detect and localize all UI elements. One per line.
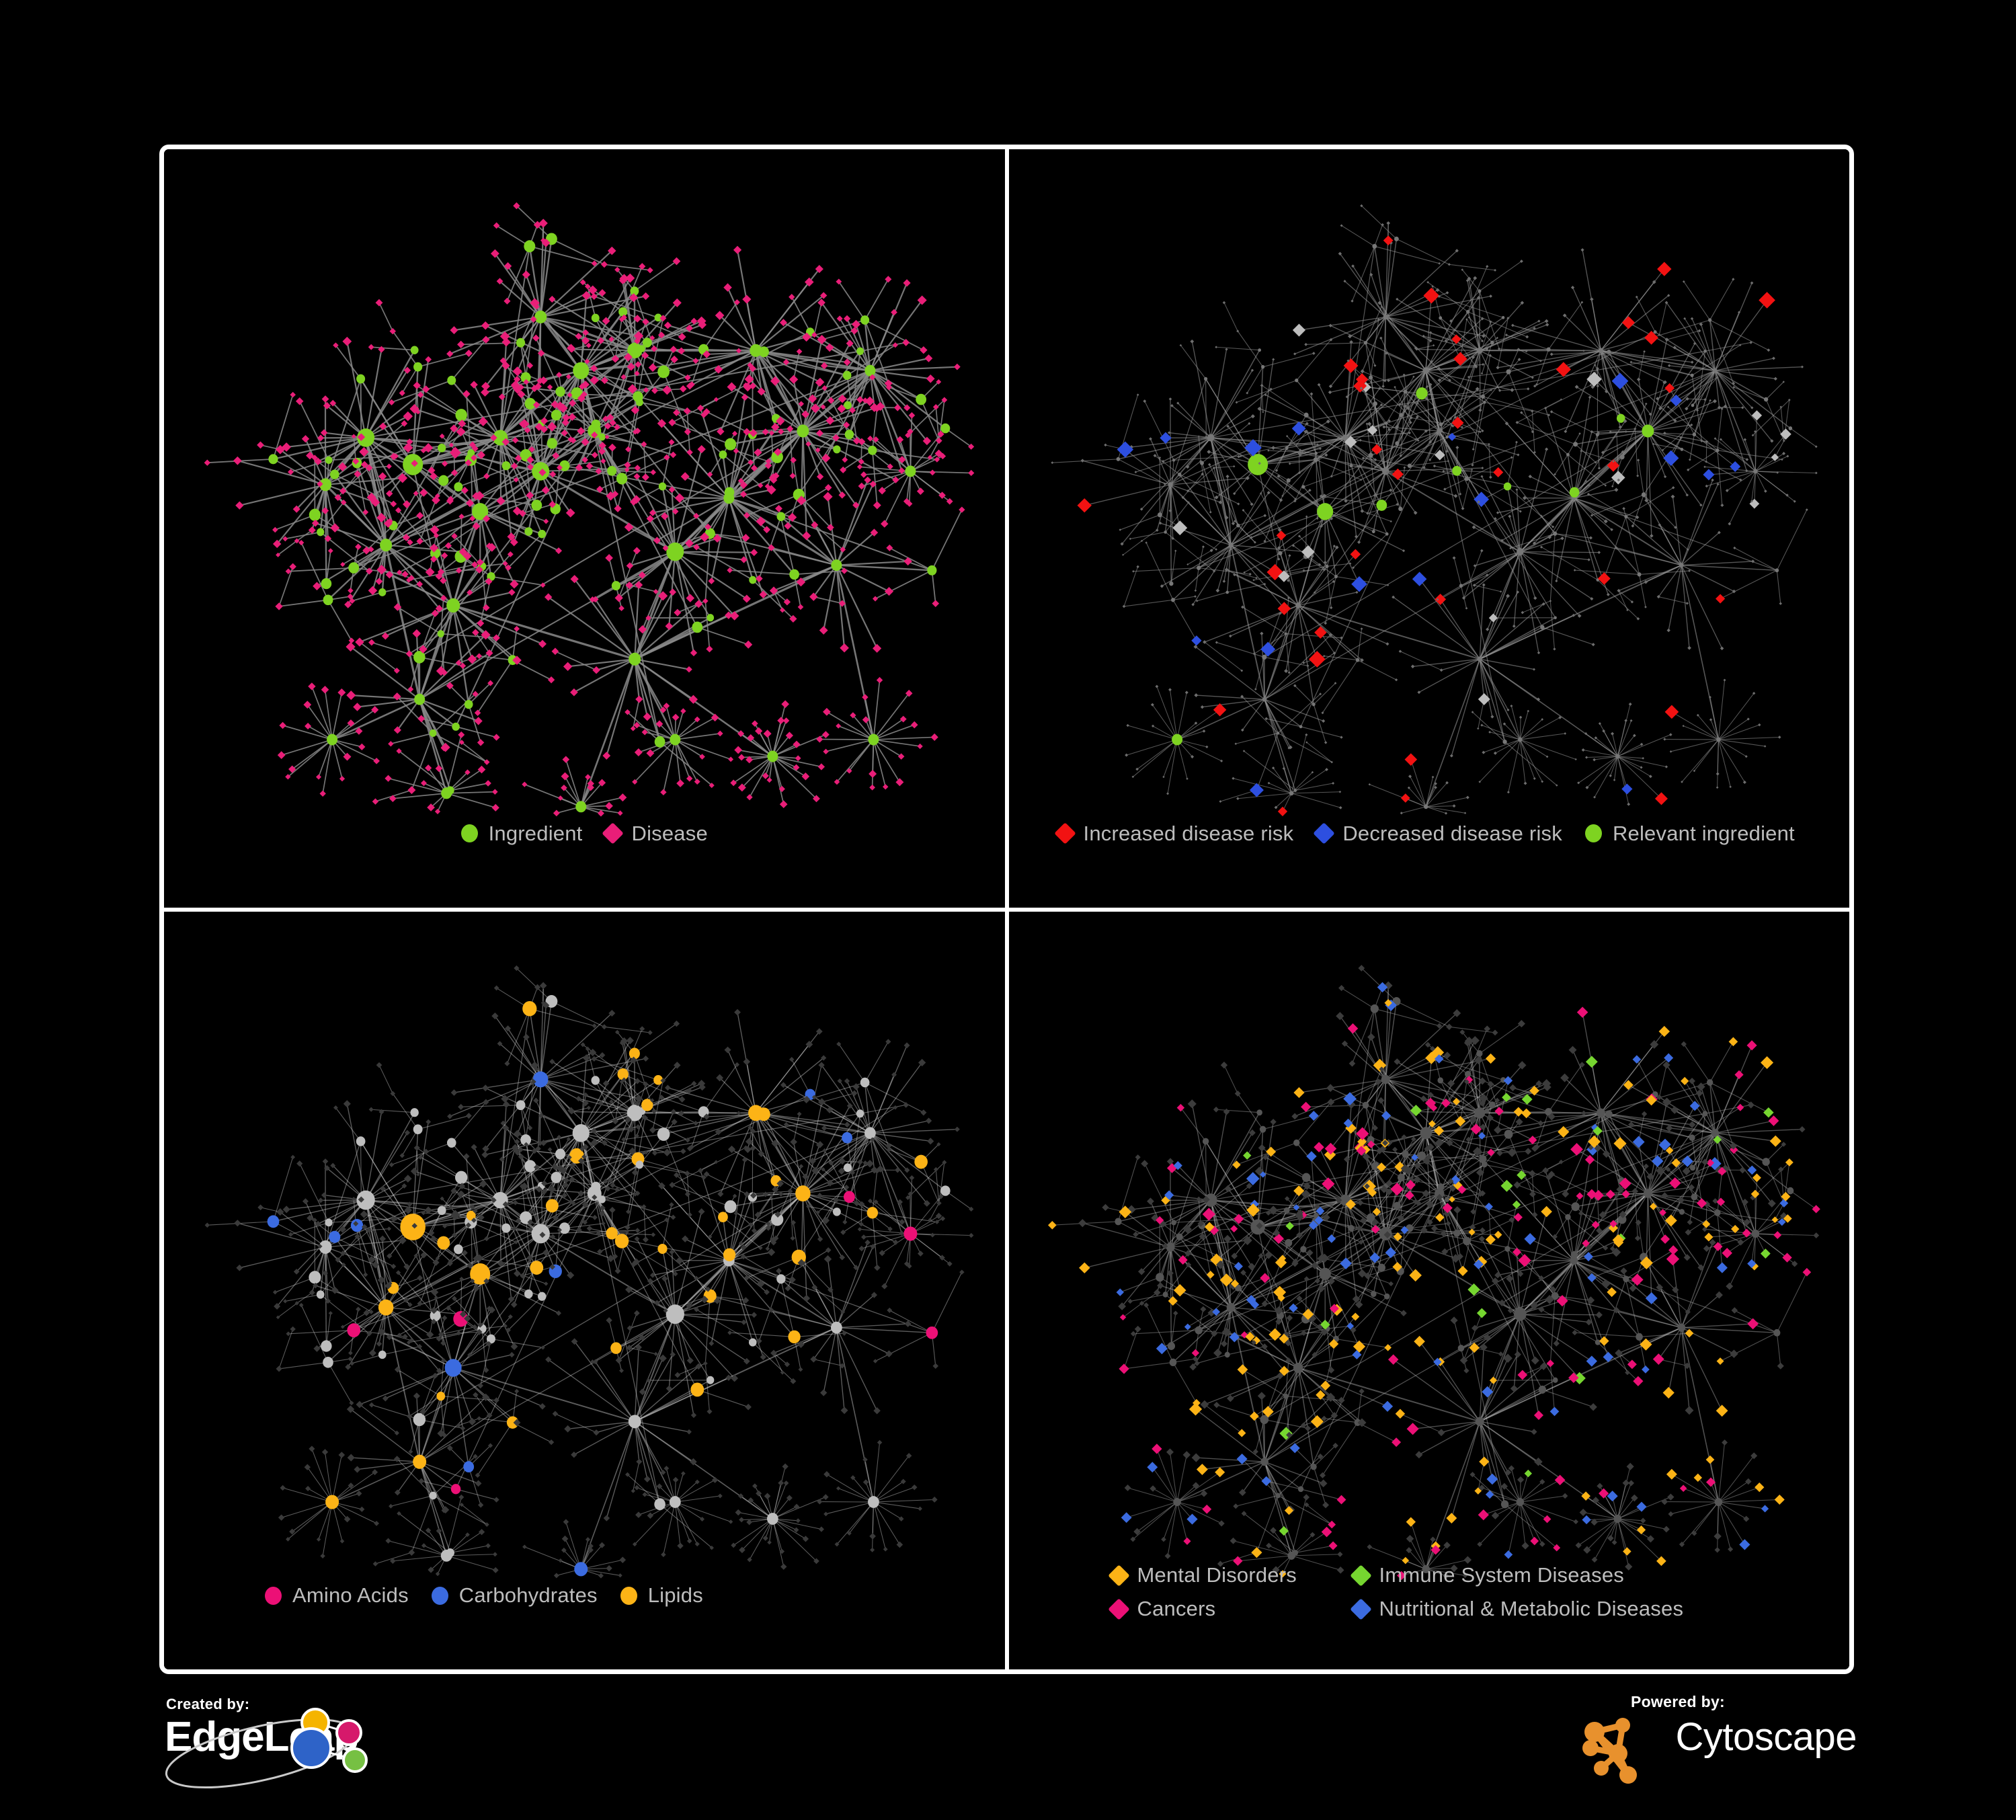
- amino-acids-marker-icon: [265, 1586, 282, 1605]
- legend-ingredient-disease: Ingredient Disease: [164, 822, 1005, 855]
- cytoscape-wordmark: Cytoscape: [1675, 1715, 1857, 1759]
- cytoscape-logo[interactable]: Powered by: Cytoscape: [1568, 1693, 1857, 1794]
- legend-item[interactable]: Nutritional & Metabolic Diseases: [1349, 1597, 1683, 1621]
- cytoscape-network-icon: [1582, 1718, 1637, 1784]
- panel-disease-risk-network[interactable]: Increased disease risk Decreased disease…: [1006, 149, 1850, 910]
- lipids-marker-icon: [620, 1586, 637, 1605]
- panel-grid: Ingredient Disease Increased disease ris…: [159, 145, 1854, 1674]
- panel-ingredient-disease-network[interactable]: Ingredient Disease: [164, 149, 1007, 910]
- network-canvas-nutrient-class[interactable]: [164, 912, 1005, 1670]
- legend-label: Carbohydrates: [458, 1583, 598, 1607]
- network-canvas-disease-category[interactable]: [1009, 912, 1850, 1670]
- legend-item[interactable]: Cancers: [1107, 1597, 1340, 1621]
- legend-item[interactable]: Relevant ingredient: [1584, 821, 1795, 846]
- legend-item[interactable]: Decreased disease risk: [1313, 821, 1562, 846]
- panel-nutrient-class-network[interactable]: Amino Acids Carbohydrates Lipids: [164, 909, 1007, 1670]
- legend-nutrient-class: Amino Acids Carbohydrates Lipids: [265, 1583, 703, 1617]
- legend-disease-category: Mental Disorders Immune System Diseases …: [1107, 1563, 1683, 1630]
- legend-item[interactable]: Mental Disorders: [1107, 1563, 1340, 1587]
- figure-footer: Created by: EdgeLeap Powered by: Cytosca…: [159, 1681, 1857, 1809]
- legend-item[interactable]: Carbohydrates: [431, 1583, 598, 1608]
- edgeleap-network-icon: [165, 1708, 368, 1789]
- decreased-risk-marker-icon: [1313, 822, 1336, 844]
- network-canvas-disease-risk[interactable]: [1009, 149, 1850, 908]
- immune-system-diseases-marker-icon: [1349, 1564, 1372, 1587]
- legend-label: Mental Disorders: [1137, 1563, 1297, 1587]
- legend-label: Disease: [631, 821, 708, 845]
- legend-item[interactable]: Increased disease risk: [1053, 821, 1294, 846]
- legend-label: Immune System Diseases: [1379, 1563, 1624, 1587]
- network-canvas-ingredient-disease[interactable]: [164, 149, 1005, 908]
- legend-item[interactable]: Immune System Diseases: [1349, 1563, 1624, 1587]
- powered-by-label: Powered by:: [1630, 1693, 1725, 1710]
- legend-label: Relevant ingredient: [1612, 821, 1795, 845]
- legend-item[interactable]: Ingredient: [460, 821, 583, 846]
- created-by-label: Created by:: [166, 1696, 250, 1712]
- panel-disease-category-network[interactable]: Mental Disorders Immune System Diseases …: [1006, 909, 1850, 1670]
- legend-label: Amino Acids: [292, 1583, 409, 1607]
- legend-item[interactable]: Lipids: [620, 1583, 703, 1608]
- legend-item[interactable]: Amino Acids: [265, 1583, 409, 1608]
- mental-disorders-marker-icon: [1107, 1564, 1130, 1587]
- legend-label: Lipids: [647, 1583, 703, 1607]
- nutritional-metabolic-diseases-marker-icon: [1349, 1597, 1372, 1620]
- carbohydrates-marker-icon: [431, 1586, 448, 1605]
- legend-label: Ingredient: [488, 821, 583, 845]
- relevant-ingredient-marker-icon: [1584, 824, 1602, 842]
- ingredient-marker-icon: [460, 824, 478, 842]
- legend-label: Increased disease risk: [1083, 821, 1294, 845]
- legend-label: Cancers: [1137, 1597, 1216, 1620]
- legend-label: Nutritional & Metabolic Diseases: [1379, 1597, 1684, 1620]
- edgeleap-logo[interactable]: Created by: EdgeLeap: [159, 1694, 442, 1795]
- cancers-marker-icon: [1107, 1597, 1130, 1620]
- legend-disease-risk: Increased disease risk Decreased disease…: [1053, 821, 1795, 855]
- legend-label: Decreased disease risk: [1342, 821, 1562, 845]
- legend-item[interactable]: Disease: [602, 821, 708, 846]
- disease-marker-icon: [602, 822, 624, 844]
- increased-risk-marker-icon: [1053, 822, 1076, 844]
